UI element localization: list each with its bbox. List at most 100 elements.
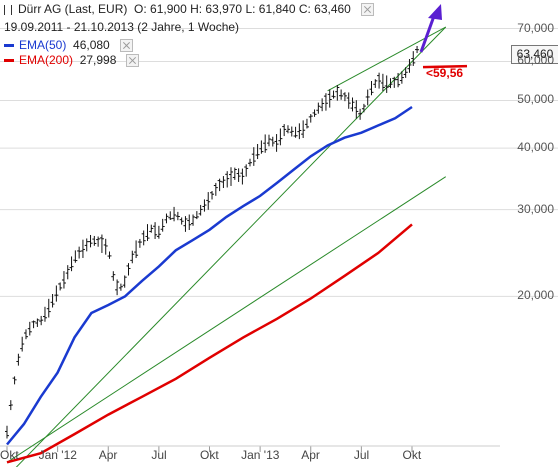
price-bar	[339, 89, 344, 100]
price-bar	[266, 134, 271, 147]
price-bar	[251, 147, 256, 166]
price-bar	[225, 171, 230, 188]
price-bar	[396, 72, 401, 88]
price-bar	[187, 214, 192, 231]
price-bars	[5, 46, 420, 439]
price-bar	[191, 214, 196, 226]
price-bar	[354, 100, 359, 119]
price-bar	[358, 108, 363, 120]
ema50-line	[6, 105, 413, 446]
price-bar	[80, 239, 85, 258]
price-bar	[42, 306, 47, 322]
price-bar	[285, 125, 290, 134]
price-bar	[346, 92, 351, 109]
date-range: 19.09.2011 - 21.10.2013 (2 Jahre, 1 Woch…	[4, 20, 240, 34]
legend-ema50: EMA(50) 46,080	[4, 38, 133, 53]
price-bar	[156, 225, 161, 239]
x-tick-label: Apr	[98, 448, 118, 462]
close-ema50-icon[interactable]	[119, 39, 133, 53]
price-bar	[255, 144, 260, 160]
price-bar	[278, 128, 283, 146]
price-bar	[213, 182, 218, 196]
ohlc-values: O: 61,900 H: 63,970 L: 61,840 C: 63,460	[134, 2, 351, 16]
price-bar	[115, 279, 120, 296]
price-bar	[149, 224, 154, 233]
price-bar	[183, 216, 188, 232]
price-bar	[16, 353, 21, 366]
x-tick-label: Jul	[151, 448, 167, 462]
price-bar	[270, 136, 275, 147]
price-bar	[217, 178, 222, 192]
price-bar	[308, 114, 313, 123]
price-bar	[229, 167, 234, 186]
ema50-swatch	[4, 44, 14, 48]
price-bar	[69, 256, 74, 272]
support-marker	[422, 64, 468, 69]
price-bar	[392, 76, 397, 88]
price-bar	[145, 224, 150, 241]
ema50-name: EMA(50)	[19, 38, 67, 52]
price-bar	[111, 271, 116, 281]
breakout-arrow-icon	[419, 4, 442, 53]
price-bar	[168, 211, 173, 220]
price-bar	[327, 89, 332, 108]
close-title-icon[interactable]	[360, 3, 374, 17]
price-bar	[312, 109, 317, 117]
price-bar	[407, 59, 412, 73]
price-bar	[126, 263, 131, 276]
price-bar	[380, 73, 385, 92]
price-bar	[39, 315, 44, 326]
price-bar	[20, 336, 25, 352]
x-tick-label: Jan '13	[241, 448, 280, 462]
price-bar	[35, 318, 40, 327]
price-bar	[206, 192, 211, 210]
y-tick-label: 30,000	[517, 201, 554, 216]
price-bar	[373, 79, 378, 88]
price-bar	[198, 204, 203, 216]
legend-title-row: Dürr AG (Last, EUR) O: 61,900 H: 63,970 …	[4, 2, 374, 17]
price-bar	[236, 168, 241, 182]
price-bar	[263, 134, 268, 153]
ema200-value: 27,998	[79, 53, 117, 67]
price-bar	[369, 81, 374, 96]
grid-lines	[0, 28, 558, 452]
close-ema200-icon[interactable]	[126, 54, 140, 68]
price-bar	[160, 218, 165, 232]
last-price-label: 63,460	[511, 45, 558, 64]
x-tick-label: Okt	[0, 448, 19, 462]
price-bar	[415, 46, 420, 54]
price-bar	[27, 321, 32, 336]
price-bar	[221, 176, 226, 189]
price-bar	[46, 298, 51, 318]
ema200-swatch	[4, 59, 14, 63]
price-bar	[377, 72, 382, 89]
price-bar	[331, 90, 336, 99]
price-bar	[31, 320, 36, 329]
x-tick-label: Jan '12	[38, 448, 77, 462]
price-bar	[232, 167, 237, 180]
ema200-name: EMA(200)	[19, 53, 74, 67]
price-bar	[342, 92, 347, 102]
trendline	[6, 176, 447, 463]
price-bar	[172, 206, 177, 222]
support-annotation: <59,56	[426, 66, 464, 80]
price-bar	[107, 251, 112, 259]
price-bar	[323, 93, 328, 111]
price-bar	[194, 211, 199, 220]
y-tick-label: 60,000	[517, 53, 554, 68]
trendlines	[6, 26, 447, 467]
price-bar	[388, 78, 393, 89]
trendline	[15, 26, 447, 467]
price-bar	[61, 271, 66, 289]
price-bar	[153, 222, 158, 239]
y-tick-label: 40,000	[517, 140, 554, 155]
price-bar	[384, 75, 389, 93]
price-bar	[118, 283, 123, 291]
price-bar	[58, 282, 63, 291]
price-bar	[335, 85, 340, 101]
price-bar	[350, 97, 355, 112]
price-bar	[12, 376, 17, 385]
price-bar	[210, 190, 215, 200]
price-bar	[164, 213, 169, 224]
